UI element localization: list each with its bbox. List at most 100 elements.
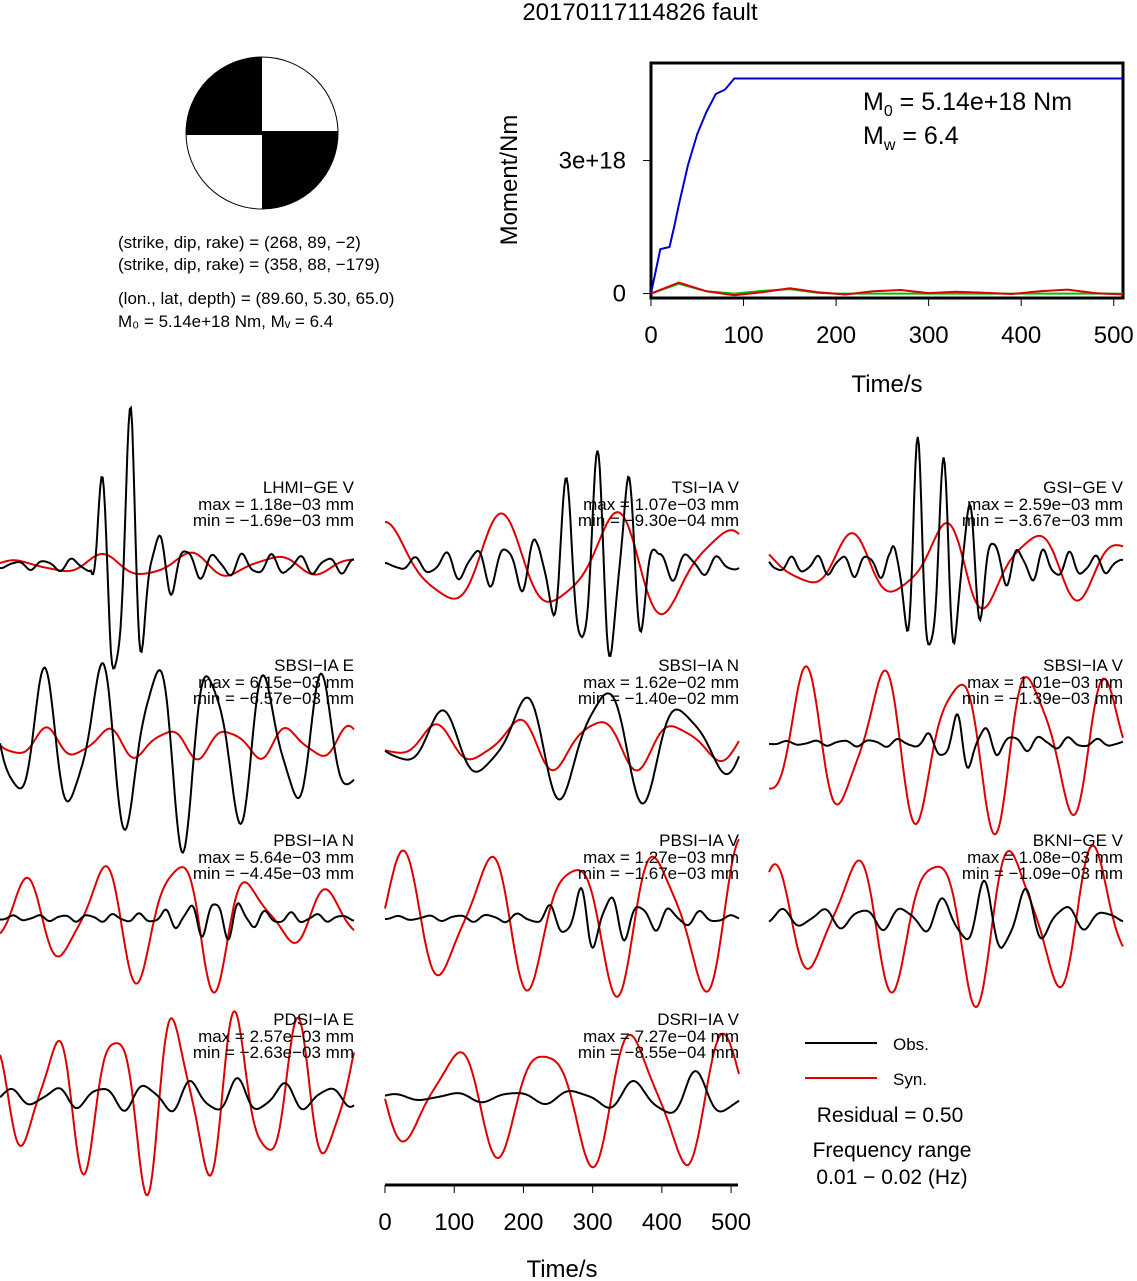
waveform-x-tick-label: 100 xyxy=(434,1209,474,1236)
observed-trace xyxy=(768,713,1124,769)
waveform-x-tick-label: 0 xyxy=(378,1209,391,1236)
focal-line-3: (lon., lat, depth) = (89.60, 5.30, 65.0) xyxy=(118,289,394,308)
moment-x-tick-label: 0 xyxy=(644,322,657,349)
observed-trace xyxy=(384,450,740,658)
focal-line-4: M₀ = 5.14e+18 Nm, Mᵥ = 6.4 xyxy=(118,312,333,331)
station-max: max = 2.59e−03 mm xyxy=(967,495,1123,514)
station-name: BKNI−GE V xyxy=(1033,831,1124,850)
station-min: min = −1.40e−02 mm xyxy=(578,689,739,708)
moment-y-tick-label: 3e+18 xyxy=(559,148,626,175)
station-name: GSI−GE V xyxy=(1043,478,1123,497)
station-name: PBSI−IA N xyxy=(273,831,354,850)
moment-x-tick-label: 500 xyxy=(1094,322,1134,349)
moment-x-tick-label: 200 xyxy=(816,322,856,349)
moment-x-label: Time/s xyxy=(851,371,922,398)
moment-x-tick-label: 300 xyxy=(909,322,949,349)
observed-trace xyxy=(384,1070,740,1114)
synthetic-trace xyxy=(0,724,355,761)
synthetic-trace xyxy=(768,665,1124,836)
observed-trace xyxy=(0,661,355,855)
waveform-x-tick-label: 400 xyxy=(642,1209,682,1236)
mw-annotation: Mw = 6.4 xyxy=(863,122,959,154)
observed-trace xyxy=(0,1077,355,1113)
station-min: min = −9.30e−04 mm xyxy=(578,511,739,530)
residual-label: Residual = 0.50 xyxy=(817,1104,964,1127)
waveform-time-axis: 0 100 200 300 400 500 Time/s xyxy=(378,1183,751,1281)
synthetic-trace xyxy=(384,1032,740,1169)
station-max: max = 6.15e−03 mm xyxy=(198,673,354,692)
frequency-range-title: Frequency range xyxy=(813,1139,972,1162)
observed-trace xyxy=(384,692,740,805)
station-name: TSI−IA V xyxy=(671,478,739,497)
moment-rate-line-b xyxy=(650,281,1124,297)
station-max: max = 1.08e−03 mm xyxy=(967,848,1123,867)
moment-plot-frame xyxy=(649,61,1125,300)
moment-rate-line-a xyxy=(650,282,1123,295)
station-min: min = −1.39e−03 mm xyxy=(962,689,1123,708)
focal-line-2: (strike, dip, rake) = (358, 88, −179) xyxy=(118,255,380,274)
station-min: min = −2.63e−03 mm xyxy=(193,1043,354,1062)
synthetic-trace xyxy=(0,865,355,994)
focal-line-1: (strike, dip, rake) = (268, 89, −2) xyxy=(118,233,361,252)
moment-y-label: Moment/Nm xyxy=(496,115,523,246)
station-max: max = 1.18e−03 mm xyxy=(198,495,354,514)
station-min: min = −4.45e−03 mm xyxy=(193,864,354,883)
station-max: max = 1.01e−03 mm xyxy=(967,673,1123,692)
station-max: max = 1.27e−03 mm xyxy=(583,848,739,867)
station-min: min = −8.55e−04 mm xyxy=(578,1043,739,1062)
waveform-x-tick-label: 200 xyxy=(503,1209,543,1236)
station-min: min = −6.57e−03 mm xyxy=(193,689,354,708)
station-max: max = 1.62e−02 mm xyxy=(583,673,739,692)
moment-x-ticks: 0 100 200 300 400 500 xyxy=(644,298,1134,349)
station-max: max = 7.27e−04 mm xyxy=(583,1027,739,1046)
station-max: max = 2.57e−03 mm xyxy=(198,1027,354,1046)
station-min: min = −1.67e−03 mm xyxy=(578,864,739,883)
station-min: min = −1.69e−03 mm xyxy=(193,511,354,530)
moment-y-tick-label: 0 xyxy=(613,281,626,308)
observed-trace xyxy=(768,879,1124,950)
synthetic-trace xyxy=(0,1010,355,1197)
station-name: SBSI−IA N xyxy=(658,656,739,675)
legend-syn-label: Syn. xyxy=(893,1070,927,1089)
station-min: min = −1.09e−03 mm xyxy=(962,864,1123,883)
legend-obs-label: Obs. xyxy=(893,1035,929,1054)
station-name: DSRI−IA V xyxy=(657,1010,739,1029)
moment-y-ticks: 0 3e+18 xyxy=(559,148,651,308)
observed-trace xyxy=(0,902,355,941)
station-max: max = 5.64e−03 mm xyxy=(198,848,354,867)
waveform-x-ticks: 0 100 200 300 400 500 xyxy=(378,1185,751,1236)
m0-annotation: M0 = 5.14e+18 Nm xyxy=(863,88,1072,120)
synthetic-trace xyxy=(384,718,740,772)
moment-series xyxy=(650,77,1124,297)
frequency-range-value: 0.01 − 0.02 (Hz) xyxy=(816,1166,967,1189)
observed-trace xyxy=(768,436,1124,646)
synthetic-trace xyxy=(768,844,1124,1009)
legend: Obs. Syn. Residual = 0.50 Frequency rang… xyxy=(805,1035,971,1189)
synthetic-trace xyxy=(768,521,1124,610)
observed-trace xyxy=(0,405,355,670)
station-name: PBSI−IA V xyxy=(659,831,740,850)
moment-plot: 0 100 200 300 400 500 0 3e+18 Time/s Moment/Nm… xyxy=(496,61,1134,398)
station-name: SBSI−IA V xyxy=(1043,656,1124,675)
station-name: LHMI−GE V xyxy=(263,478,355,497)
observed-trace xyxy=(385,886,740,950)
station-name: SBSI−IA E xyxy=(274,656,354,675)
moment-cumulative-line xyxy=(650,77,1123,294)
beachball-icon xyxy=(185,56,339,210)
moment-x-tick-label: 100 xyxy=(724,322,764,349)
waveform-x-tick-label: 300 xyxy=(573,1209,613,1236)
synthetic-trace xyxy=(384,838,740,998)
